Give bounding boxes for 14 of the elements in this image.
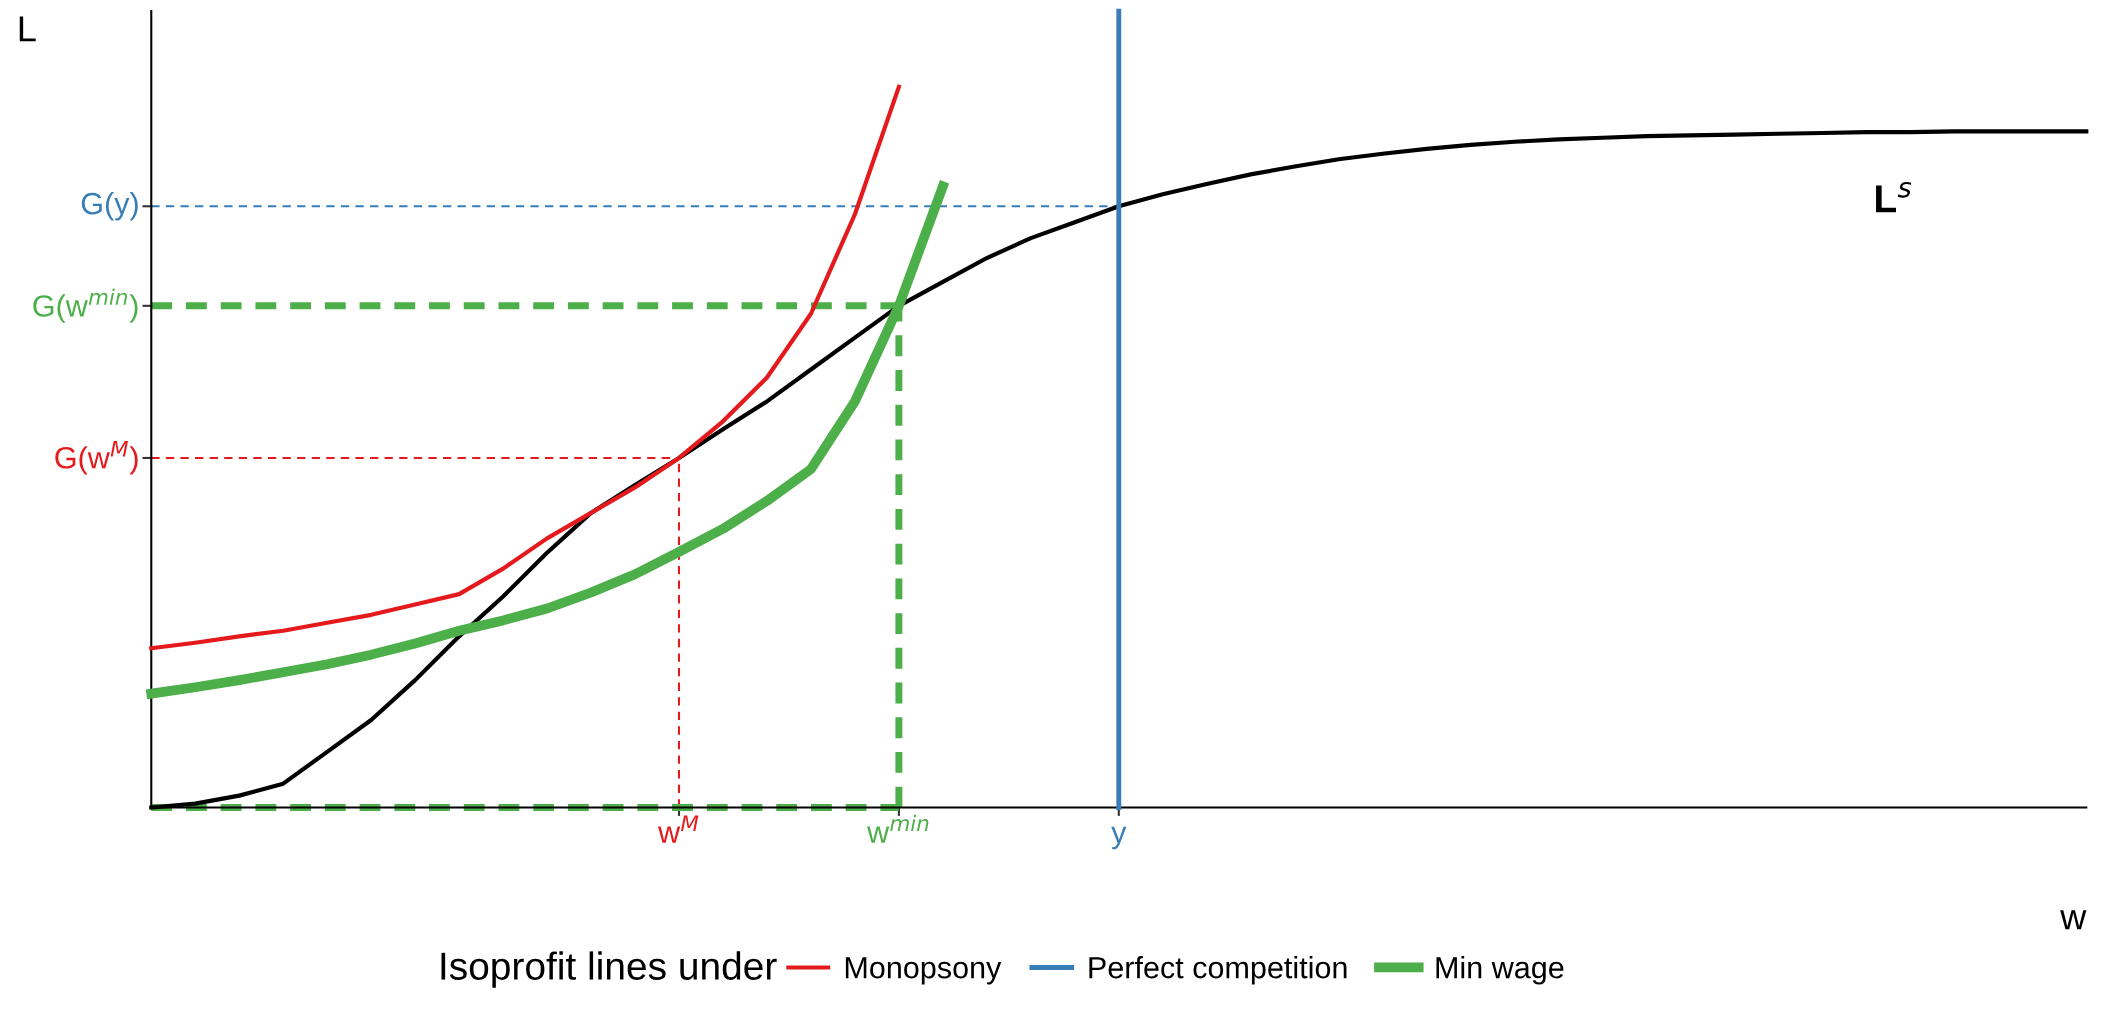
x-tick-label: w$^{min}$	[867, 814, 929, 843]
y-axis-title: L	[1876, 185, 1896, 213]
legend-title: Isoprofit lines under	[441, 951, 777, 988]
text: L	[19, 16, 36, 42]
text: s	[1897, 182, 1912, 198]
text: G(y)	[81, 192, 138, 221]
legend-label: Min wage	[1436, 956, 1564, 985]
text: G(w$^{M}$)	[55, 440, 138, 475]
legend-label: Monopsony	[845, 957, 1002, 985]
text: G(w$^{min}$)	[33, 288, 138, 323]
legend-label: Perfect competition	[1089, 956, 1347, 985]
x-tick-label: y	[1111, 826, 1127, 850]
x-tick-label: w$^{M}$	[658, 815, 699, 843]
x-axis-title: w	[2060, 910, 2087, 930]
